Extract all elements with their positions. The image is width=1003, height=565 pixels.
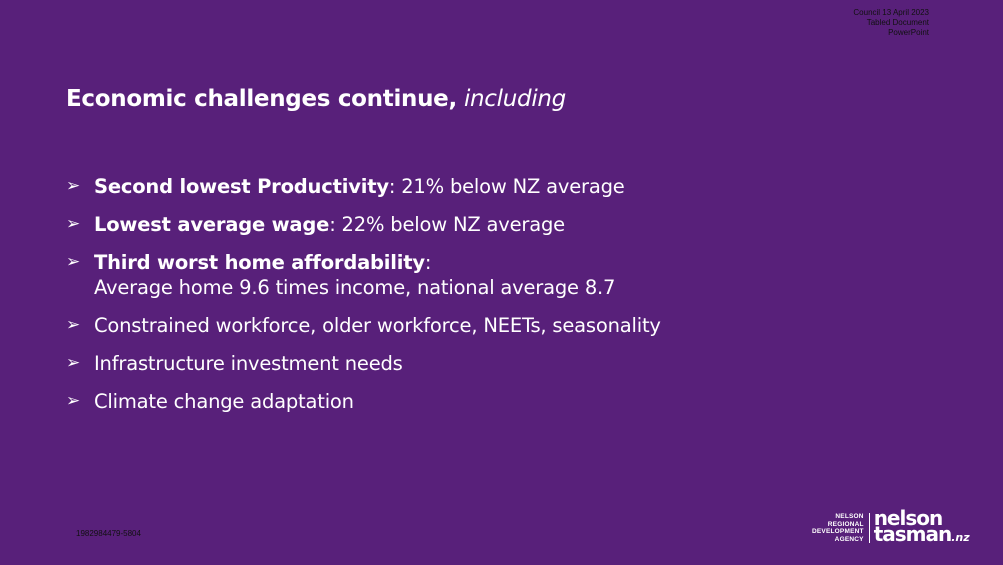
bullet-text: : 22% below NZ average <box>329 213 565 236</box>
slide-title-italic: including <box>463 86 566 112</box>
slide-title-bold: Economic challenges continue, <box>66 86 457 112</box>
arrow-bullet-icon: ➢ <box>66 391 81 411</box>
bullet-item-affordability: ➢ Third worst home affordability: Averag… <box>66 250 661 300</box>
stamp-line-format: PowerPoint <box>888 28 929 37</box>
slide-title: Economic challenges continue, including <box>66 86 566 112</box>
logo-agency-text: NELSON REGIONAL DEVELOPMENT AGENCY <box>812 513 870 543</box>
bullet-bold-text: Third worst home affordability <box>94 251 425 274</box>
logo-agency-line: REGIONAL <box>827 520 864 528</box>
bullet-item-workforce: ➢ Constrained workforce, older workforce… <box>66 313 661 338</box>
logo-brand: nelson tasman.nz <box>870 506 970 546</box>
bullet-text: Constrained workforce, older workforce, … <box>94 314 661 337</box>
bullet-text: : <box>424 251 432 274</box>
bullet-text: Climate change adaptation <box>94 390 354 413</box>
arrow-bullet-icon: ➢ <box>66 315 81 335</box>
stamp-line-type: Tabled Document <box>866 18 929 27</box>
bullet-item-wage: ➢ Lowest average wage: 22% below NZ aver… <box>66 212 661 237</box>
bullet-subtext: Average home 9.6 times income, national … <box>94 276 616 299</box>
tabled-document-stamp: Council 13 April 2023 Tabled Document Po… <box>853 8 929 38</box>
logo-brand-line1: nelson <box>873 506 944 530</box>
arrow-bullet-icon: ➢ <box>66 176 81 196</box>
stamp-line-date: Council 13 April 2023 <box>853 8 929 17</box>
logo-agency-line: NELSON <box>835 513 864 520</box>
bullet-item-climate: ➢ Climate change adaptation <box>66 389 661 414</box>
logo-agency-line: AGENCY <box>834 535 864 543</box>
document-id: 1982984479-5804 <box>76 529 141 538</box>
bullet-item-infrastructure: ➢ Infrastructure investment needs <box>66 351 661 376</box>
bullet-text: : 21% below NZ average <box>388 175 625 198</box>
logo-brand-line2: tasman.nz <box>874 524 970 546</box>
logo-agency-line: DEVELOPMENT <box>812 528 864 535</box>
bullet-text: Infrastructure investment needs <box>94 352 403 375</box>
arrow-bullet-icon: ➢ <box>66 252 81 272</box>
logo-brand-tld: .nz <box>951 531 970 544</box>
bullet-bold-text: Lowest average wage <box>94 213 330 236</box>
bullet-bold-text: Second lowest Productivity <box>94 175 389 198</box>
nelson-tasman-logo: NELSON REGIONAL DEVELOPMENT AGENCY nelso… <box>812 506 970 546</box>
logo-brand-word: tasman <box>873 522 953 546</box>
bullet-item-productivity: ➢ Second lowest Productivity: 21% below … <box>66 174 661 199</box>
arrow-bullet-icon: ➢ <box>66 353 81 373</box>
arrow-bullet-icon: ➢ <box>66 214 81 234</box>
bullet-list: ➢ Second lowest Productivity: 21% below … <box>66 174 661 427</box>
